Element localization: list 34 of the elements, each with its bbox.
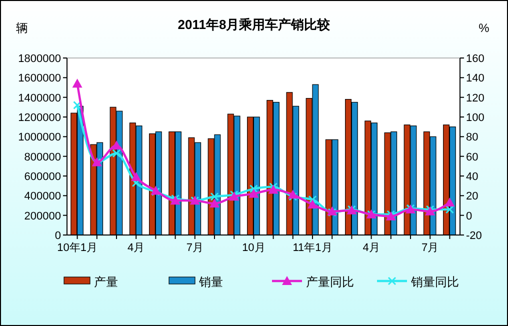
- y2-axis-title: %: [478, 21, 490, 35]
- legend-label: 销量同比: [410, 275, 459, 289]
- y2-tick-label: 40: [466, 171, 478, 183]
- y2-tick-label: -20: [466, 230, 482, 242]
- y-axis-title: 辆: [16, 21, 28, 35]
- y-tick-label: 200000: [24, 210, 61, 222]
- x-tick-label: 7月: [422, 242, 439, 254]
- y2-tick-label: 0: [466, 210, 472, 222]
- y-tick-label: 1000000: [18, 132, 61, 144]
- y2-tick-label: 120: [466, 92, 484, 104]
- legend-label: 产量同比: [306, 275, 354, 289]
- y2-tick-label: 60: [466, 151, 478, 164]
- y-tick-label: 1600000: [18, 72, 61, 85]
- legend-label: 销量: [198, 275, 223, 289]
- legend-label: 产量: [94, 275, 118, 289]
- x-tick-label: 10月: [242, 242, 266, 254]
- y2-tick-label: 140: [466, 72, 484, 85]
- y-tick-label: 1200000: [18, 112, 61, 124]
- y-tick-label: 600000: [24, 171, 61, 183]
- y-tick-label: 0: [54, 230, 61, 242]
- chart-title: 2011年8月乘用车产销比较: [178, 17, 332, 32]
- x-tick-label: 11年1月: [292, 242, 332, 254]
- x-tick-label: 4月: [362, 242, 380, 254]
- x-tick-label: 10年1月: [57, 242, 98, 254]
- x-tick-label: 4月: [128, 242, 145, 254]
- y-tick-label: 800000: [24, 151, 61, 164]
- y2-tick-label: 100: [466, 112, 484, 124]
- y-tick-label: 1400000: [18, 92, 61, 104]
- y-tick-label: 1800000: [18, 53, 61, 65]
- y2-tick-label: 20: [466, 190, 478, 203]
- x-tick-label: 7月: [186, 242, 204, 254]
- y2-tick-label: 80: [466, 132, 478, 144]
- y-tick-label: 400000: [24, 190, 61, 203]
- y2-tick-label: 160: [466, 53, 484, 65]
